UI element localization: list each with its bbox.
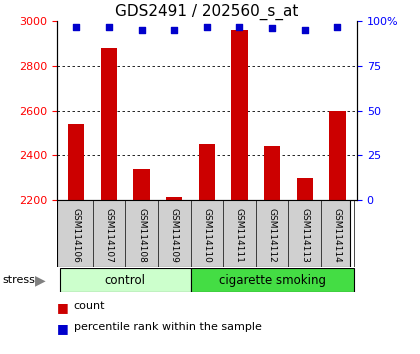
Text: ■: ■ [57, 322, 68, 335]
Bar [329, 110, 346, 200]
Text: stress: stress [2, 275, 35, 285]
Point [73, 24, 80, 29]
Text: control: control [105, 274, 146, 286]
Text: GSM114113: GSM114113 [300, 208, 309, 263]
Text: GSM114108: GSM114108 [137, 208, 146, 263]
Bar [264, 147, 280, 200]
Point [204, 24, 210, 29]
Bar [199, 144, 215, 200]
Text: GSM114109: GSM114109 [170, 208, 178, 263]
Point [138, 27, 145, 33]
Bar [134, 169, 150, 200]
Text: ▶: ▶ [35, 273, 45, 287]
Point [105, 24, 112, 29]
Text: percentile rank within the sample: percentile rank within the sample [74, 322, 261, 332]
Bar [68, 124, 84, 200]
Bar [101, 48, 117, 200]
Point [171, 27, 178, 33]
Bar [231, 30, 248, 200]
Text: GSM114112: GSM114112 [268, 208, 277, 263]
Text: GSM114111: GSM114111 [235, 208, 244, 263]
Point [236, 24, 243, 29]
Bar [297, 178, 313, 200]
Text: GSM114106: GSM114106 [72, 208, 81, 263]
Text: ■: ■ [57, 301, 68, 314]
FancyBboxPatch shape [191, 268, 354, 292]
Text: cigarette smoking: cigarette smoking [219, 274, 326, 286]
Text: GSM114110: GSM114110 [202, 208, 211, 263]
Point [302, 27, 308, 33]
Title: GDS2491 / 202560_s_at: GDS2491 / 202560_s_at [115, 4, 299, 20]
Point [334, 24, 341, 29]
Point [269, 25, 276, 31]
FancyBboxPatch shape [60, 268, 191, 292]
Bar [166, 197, 182, 200]
Text: GSM114107: GSM114107 [105, 208, 113, 263]
Text: GSM114114: GSM114114 [333, 208, 342, 263]
Text: count: count [74, 301, 105, 311]
